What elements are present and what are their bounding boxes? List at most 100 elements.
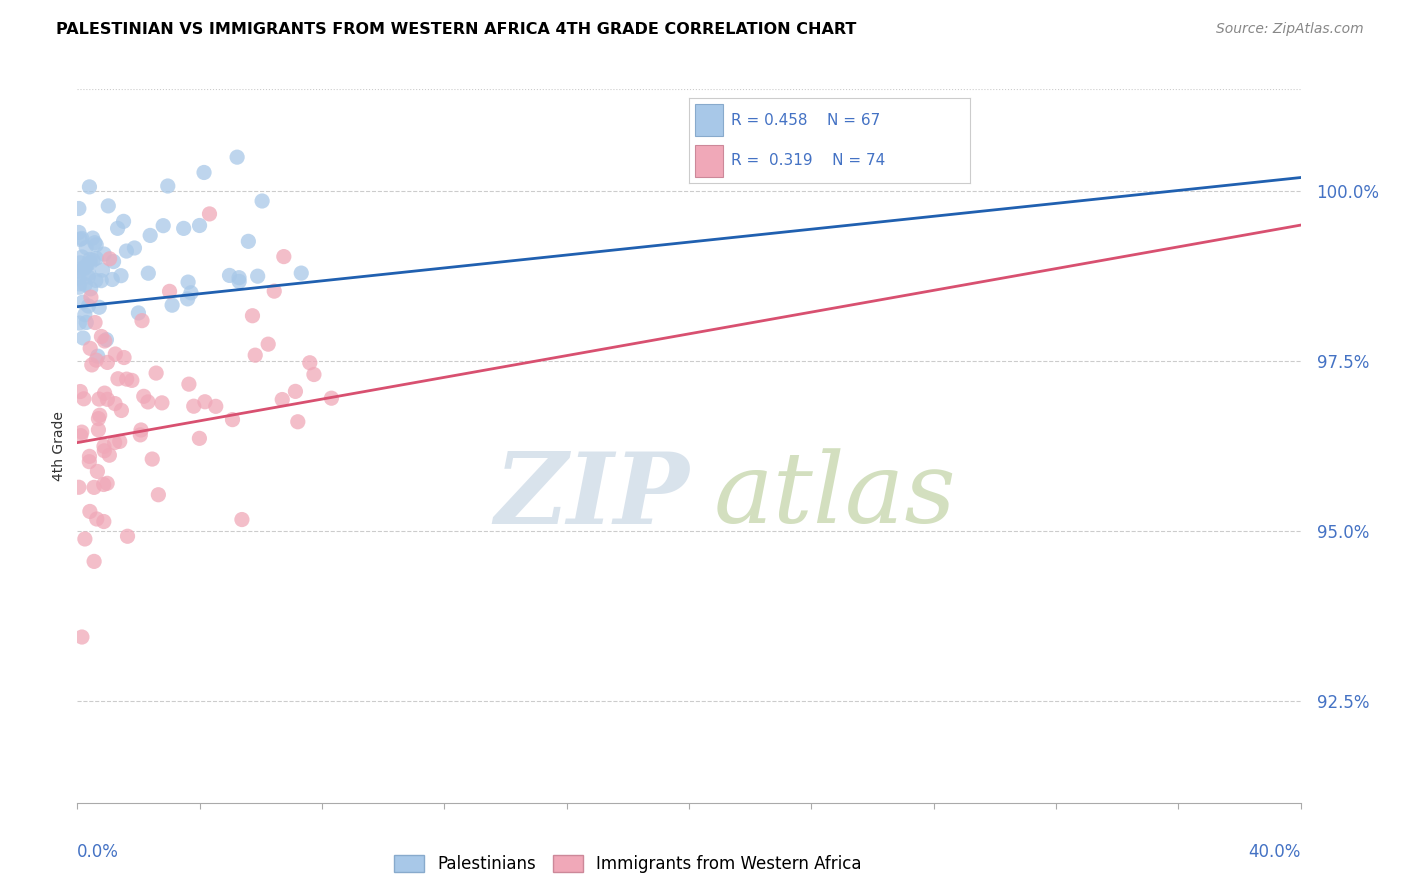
Point [80,358,103,372]
Point [198,207,221,221]
Point [84,273,107,287]
Point [287,415,309,429]
Point [67,202,90,216]
Point [87,392,110,406]
Point [112,351,135,365]
Point [84,252,107,266]
Point [218,268,240,283]
Point [242,309,264,323]
Point [108,434,131,449]
Point [93,334,115,348]
Point [139,228,162,243]
Point [70,425,93,439]
Point [194,394,217,409]
Point [89,300,111,314]
Point [98,252,121,266]
Point [129,428,152,442]
Point [115,372,138,386]
Point [177,377,200,392]
Point [104,435,127,450]
Point [79,180,101,194]
Point [89,408,111,422]
Point [273,250,295,264]
Point [98,448,121,462]
Text: Source: ZipAtlas.com: Source: ZipAtlas.com [1216,22,1364,37]
Point [124,241,146,255]
Point [117,529,139,543]
Point [93,515,115,529]
Point [69,428,91,442]
Point [82,253,104,268]
Point [246,269,269,284]
Point [136,266,159,280]
Point [86,512,108,526]
Point [284,384,307,399]
Bar [695,104,723,136]
Point [87,349,110,363]
Point [77,269,100,284]
Point [67,316,90,330]
Text: 40.0%: 40.0% [1249,843,1301,861]
Point [75,241,97,255]
Point [67,277,90,291]
Point [93,439,115,453]
Point [321,391,343,405]
Point [226,150,249,164]
Text: atlas: atlas [713,449,956,543]
Point [110,268,132,283]
Point [263,284,285,298]
Point [183,399,205,413]
Legend: Palestinians, Immigrants from Western Africa: Palestinians, Immigrants from Western Af… [387,848,869,880]
Point [70,262,93,277]
Point [271,392,294,407]
Point [107,221,129,235]
Point [238,235,260,249]
Point [72,331,94,345]
Point [75,259,97,273]
Point [72,295,94,310]
Point [104,347,127,361]
Point [93,443,115,458]
Point [188,219,211,233]
Point [96,476,118,491]
Point [87,423,110,437]
Point [177,275,200,289]
Point [302,368,325,382]
Text: ZIP: ZIP [494,448,689,544]
Point [69,232,91,246]
Point [112,214,135,228]
Y-axis label: 4th Grade: 4th Grade [52,411,66,481]
Point [70,630,93,644]
Point [73,392,96,406]
Point [121,373,143,387]
Point [188,431,211,445]
Point [73,532,96,546]
Point [67,271,90,285]
Point [228,274,250,288]
Point [79,256,101,270]
Point [84,238,107,252]
Text: 0.0%: 0.0% [77,843,120,861]
Point [77,299,100,313]
Point [69,384,91,399]
Point [82,231,104,245]
Point [79,504,101,518]
Point [136,395,159,409]
Point [129,423,152,437]
Point [228,270,250,285]
Text: PALESTINIAN VS IMMIGRANTS FROM WESTERN AFRICA 4TH GRADE CORRELATION CHART: PALESTINIAN VS IMMIGRANTS FROM WESTERN A… [56,22,856,37]
Point [90,329,112,343]
Point [75,277,97,292]
Point [104,396,127,410]
Point [110,403,132,417]
Point [83,554,105,568]
Point [79,252,101,267]
Point [96,355,118,369]
Point [160,298,183,312]
Point [152,219,174,233]
Point [91,263,114,277]
Point [115,244,138,258]
Point [176,292,198,306]
Text: R = 0.458    N = 67: R = 0.458 N = 67 [731,112,880,128]
Point [193,165,215,179]
